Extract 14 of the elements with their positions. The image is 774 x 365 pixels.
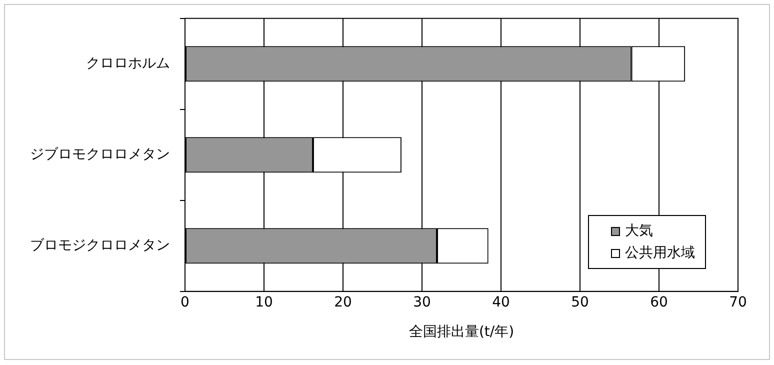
x-tick-label: 40 bbox=[492, 294, 510, 310]
y-tick-label: ブロモジクロロメタン bbox=[30, 238, 170, 254]
x-tick-label: 10 bbox=[255, 294, 273, 310]
text: 公共用水域 bbox=[625, 244, 695, 264]
x-tick-label: 70 bbox=[729, 294, 747, 310]
y-tick-label: ジブロモクロロメタン bbox=[30, 146, 170, 163]
x-tick-label: 20 bbox=[334, 294, 352, 310]
y-tick-label: クロロホルム bbox=[86, 56, 170, 72]
x-tick-label: 0 bbox=[180, 294, 190, 310]
x-tick-label: 50 bbox=[571, 294, 589, 310]
x-axis-title: 全国排出量(t/年) bbox=[408, 324, 514, 340]
x-tick-label: 60 bbox=[650, 294, 668, 310]
x-tick-label: 30 bbox=[413, 294, 431, 310]
legend-label: 大気 bbox=[625, 222, 653, 242]
